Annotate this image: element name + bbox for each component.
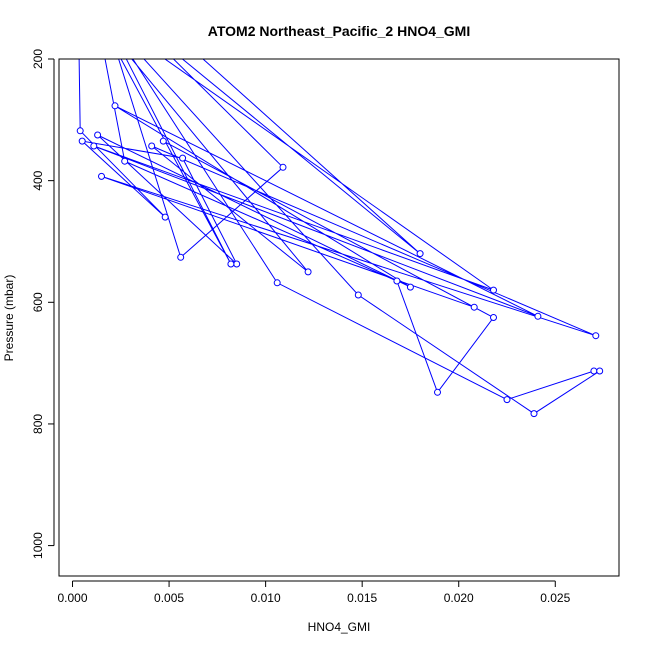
data-point xyxy=(177,253,185,261)
data-point xyxy=(227,260,235,268)
data-point xyxy=(159,137,167,145)
data-point xyxy=(503,396,511,404)
data-point xyxy=(148,142,156,150)
data-point xyxy=(233,260,241,268)
data-point xyxy=(470,303,478,311)
data-layer xyxy=(76,59,604,418)
y-tick-label: 800 xyxy=(31,414,45,434)
data-point xyxy=(354,291,362,299)
y-tick-label: 200 xyxy=(31,49,45,69)
data-point xyxy=(304,268,312,276)
x-tick-label: 0.005 xyxy=(154,591,184,605)
data-point xyxy=(490,314,497,321)
data-point xyxy=(98,172,105,180)
data-point xyxy=(416,250,424,258)
data-point xyxy=(273,279,281,287)
data-point xyxy=(279,163,287,171)
x-tick-label: 0.020 xyxy=(444,591,474,605)
data-point xyxy=(179,154,187,162)
data-point xyxy=(111,102,119,110)
data-point xyxy=(490,286,497,294)
data-point xyxy=(530,410,538,418)
y-axis-label: Pressure (mbar) xyxy=(2,275,16,362)
y-axis: 200 400 600 800 1000 xyxy=(31,49,55,559)
x-tick-label: 0.000 xyxy=(58,591,88,605)
plot-frame xyxy=(58,58,620,577)
data-point xyxy=(534,312,542,320)
data-point xyxy=(434,388,441,396)
data-point xyxy=(393,277,401,285)
data-point xyxy=(90,142,98,150)
data-point xyxy=(592,332,600,340)
x-tick-label: 0.015 xyxy=(347,591,377,605)
x-axis: 0.000 0.005 0.010 0.015 0.020 0.025 xyxy=(58,580,571,605)
x-tick-label: 0.010 xyxy=(251,591,281,605)
data-point xyxy=(406,283,414,291)
x-axis-label: HNO4_GMI xyxy=(308,620,371,634)
y-tick-label: 600 xyxy=(31,292,45,312)
x-tick-label: 0.025 xyxy=(540,591,570,605)
y-tick-label: 1000 xyxy=(31,532,45,559)
data-point xyxy=(78,137,86,145)
data-point xyxy=(94,131,102,139)
data-point xyxy=(121,157,129,165)
chart-title: ATOM2 Northeast_Pacific_2 HNO4_GMI xyxy=(208,23,470,39)
data-point xyxy=(161,213,169,221)
y-tick-label: 400 xyxy=(31,170,45,190)
data-point xyxy=(596,367,604,375)
data-point xyxy=(76,127,84,135)
data-point xyxy=(590,367,598,375)
series-line xyxy=(78,59,602,415)
